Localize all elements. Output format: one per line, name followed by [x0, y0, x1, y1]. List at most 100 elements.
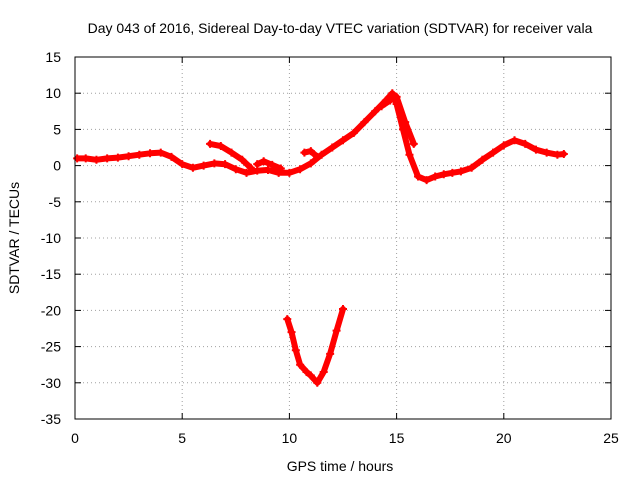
data-point: [313, 378, 322, 387]
data-point: [296, 165, 305, 174]
data-point: [439, 170, 448, 179]
y-tick-label: -25: [41, 339, 61, 355]
data-point: [521, 139, 530, 148]
data-point: [456, 167, 465, 176]
data-point: [306, 147, 315, 156]
data-point: [276, 164, 285, 173]
data-point: [326, 349, 335, 358]
y-axis-title: SDTVAR / TECUs: [6, 182, 22, 294]
series-segment-c: [253, 157, 285, 173]
data-point: [135, 150, 144, 159]
data-point: [371, 107, 380, 116]
data-point: [300, 148, 309, 157]
data-point: [259, 157, 268, 166]
data-point: [448, 168, 457, 177]
data-point: [227, 148, 236, 157]
data-point: [306, 371, 315, 380]
data-point: [296, 360, 305, 369]
data-point: [339, 136, 347, 145]
y-tick-label: -20: [41, 302, 61, 318]
data-point: [246, 163, 255, 172]
data-point: [242, 168, 251, 177]
data-point: [531, 145, 540, 154]
data-point: [349, 129, 358, 138]
data-point: [285, 168, 294, 177]
data-point: [478, 155, 487, 164]
series-line: [74, 90, 567, 184]
data-point: [306, 159, 315, 168]
data-point: [489, 148, 498, 157]
data-point: [146, 149, 155, 158]
x-tick-label: 15: [389, 430, 405, 446]
series-main: [73, 89, 568, 185]
data-point: [510, 136, 519, 145]
data-point: [319, 367, 328, 376]
series-segment-d: [300, 147, 322, 161]
data-point: [263, 165, 272, 174]
data-point: [92, 155, 101, 164]
data-point: [253, 160, 262, 169]
data-point: [409, 139, 418, 148]
data-point: [73, 154, 82, 163]
data-point: [339, 304, 347, 313]
data-point: [283, 315, 292, 324]
y-tick-label: -30: [41, 375, 61, 391]
data-point: [221, 160, 230, 169]
data-point: [377, 102, 386, 111]
y-tick-label: 15: [45, 49, 61, 65]
data-point: [405, 150, 414, 159]
data-point: [392, 92, 401, 101]
data-point: [124, 152, 133, 161]
data-point: [156, 148, 165, 157]
tick-labels: 0 5 10 15 20 25 15 10 5 0 -5 -10 -15 -20 -25 -30 -35: [41, 49, 619, 446]
data-point: [467, 163, 476, 172]
data-point: [431, 172, 440, 181]
data-point: [386, 96, 395, 105]
series-dip: [283, 304, 347, 387]
series-segment-e: [377, 92, 418, 148]
data-point: [332, 326, 341, 335]
series-line: [284, 306, 346, 386]
data-point: [401, 118, 410, 127]
data-point: [268, 160, 277, 169]
data-point: [287, 328, 296, 337]
chart-title: Day 043 of 2016, Sidereal Day-to-day VTE…: [88, 20, 593, 36]
data-point: [206, 139, 215, 148]
y-tick-label: 5: [53, 121, 61, 137]
series-segment-b: [206, 139, 255, 172]
axis-ticks: [74, 56, 612, 420]
grid: [75, 57, 611, 419]
y-tick-label: -35: [41, 411, 61, 427]
data-point: [291, 346, 300, 355]
x-tick-label: 0: [71, 430, 79, 446]
data-point: [113, 153, 122, 162]
data-point: [238, 155, 247, 164]
data-point: [328, 143, 337, 152]
data-point: [199, 161, 208, 170]
series-line: [254, 158, 284, 172]
data-point: [313, 152, 322, 161]
x-axis-title: GPS time / hours: [287, 458, 394, 474]
data-point: [302, 367, 311, 376]
x-tick-label: 20: [496, 430, 512, 446]
data-point: [103, 154, 112, 163]
x-tick-label: 25: [603, 430, 619, 446]
data-point: [210, 159, 219, 168]
data-point: [414, 172, 423, 181]
data-point: [81, 154, 90, 163]
data-point: [422, 176, 431, 185]
y-tick-label: 10: [45, 85, 61, 101]
series-layer: [73, 89, 568, 387]
data-point: [360, 118, 369, 127]
data-point: [178, 160, 187, 169]
x-tick-label: 5: [178, 430, 186, 446]
data-point: [499, 141, 508, 150]
data-point: [188, 163, 197, 172]
y-tick-label: -10: [41, 230, 61, 246]
data-point: [216, 142, 225, 151]
y-tick-label: -15: [41, 266, 61, 282]
data-point: [167, 152, 176, 161]
data-point: [559, 150, 568, 159]
y-tick-label: -5: [49, 194, 62, 210]
